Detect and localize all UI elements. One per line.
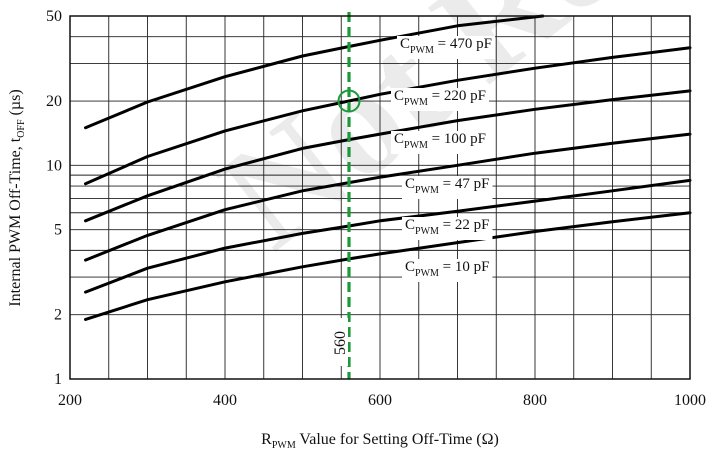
y-axis-title-rest: (µs): [7, 89, 24, 119]
x-tick-label: 600: [368, 392, 392, 409]
x-tick-label: 400: [213, 392, 237, 409]
marker: 560: [332, 12, 361, 379]
series-label-c: C: [405, 259, 415, 275]
series-label-bg: [402, 259, 493, 282]
series-label-value: = 47 pF: [439, 176, 490, 192]
marker-label-bg: [337, 318, 348, 366]
y-tick-label: 10: [46, 157, 62, 174]
series-lines: [84, 14, 692, 321]
series-line-3: [84, 132, 692, 262]
x-tick-label: 800: [523, 392, 547, 409]
series-label-value: = 22 pF: [439, 217, 490, 233]
series-label-sub: PWM: [404, 140, 428, 151]
series-label-bg: [402, 217, 493, 240]
series-label-sub: PWM: [410, 45, 434, 56]
y-tick-label: 1: [54, 371, 62, 388]
series-label-bg: [397, 36, 495, 59]
series-line-4: [84, 178, 692, 294]
series-label-bg: [402, 176, 493, 199]
series-label-4: CPWM = 22 pF: [405, 217, 489, 237]
plot-frame: [69, 15, 691, 380]
marker-label: 560: [332, 331, 349, 355]
series-label-c: C: [394, 131, 404, 147]
series-line-2: [84, 89, 692, 223]
y-tick-label: 20: [46, 93, 62, 110]
series-label-5: CPWM = 10 pF: [405, 259, 489, 279]
series-label-sub: PWM: [415, 268, 439, 279]
series-line-1: [84, 46, 692, 186]
x-axis-title-main: R: [261, 431, 272, 448]
y-axis-title-sub: OFF: [16, 119, 27, 138]
x-tick-label: 200: [58, 392, 82, 409]
marker-circle: [337, 89, 361, 113]
x-axis-title-rest: Value for Setting Off-Time (Ω): [296, 431, 499, 448]
series-label-3: CPWM = 47 pF: [405, 176, 489, 196]
series-label-value: = 220 pF: [428, 88, 486, 104]
series-line-0: [84, 14, 545, 130]
series-label-bg: [391, 131, 489, 154]
series-label-bg: [391, 88, 489, 111]
grid: [70, 16, 690, 379]
series-label-sub: PWM: [415, 226, 439, 237]
series-label-value: = 10 pF: [439, 259, 490, 275]
y-tick-label: 2: [54, 307, 62, 324]
series-label-sub: PWM: [404, 97, 428, 108]
x-axis-title: RPWM Value for Setting Off-Time (Ω): [261, 431, 499, 451]
y-axis-title-main: Internal PWM Off-Time, t: [7, 137, 24, 306]
y-tick-label: 5: [54, 222, 62, 239]
series-label-1: CPWM = 220 pF: [394, 88, 486, 108]
series-line-5: [84, 211, 692, 321]
x-axis-title-sub: PWM: [272, 440, 296, 451]
series-label-c: C: [405, 176, 415, 192]
series-label-value: = 470 pF: [434, 36, 492, 52]
series-label-c: C: [394, 88, 404, 104]
x-tick-label: 1000: [674, 392, 706, 409]
y-axis-title: Internal PWM Off-Time, tOFF (µs): [7, 89, 27, 306]
series-label-0: CPWM = 470 pF: [400, 36, 492, 56]
ticks: 200 400 600 800 1000 1 2 5 10 20 50: [46, 8, 706, 409]
series-label-c: C: [405, 217, 415, 233]
y-tick-label: 50: [46, 8, 62, 25]
series-label-sub: PWM: [415, 185, 439, 196]
series-label-2: CPWM = 100 pF: [394, 131, 486, 151]
series-label-value: = 100 pF: [428, 131, 486, 147]
series-label-c: C: [400, 36, 410, 52]
